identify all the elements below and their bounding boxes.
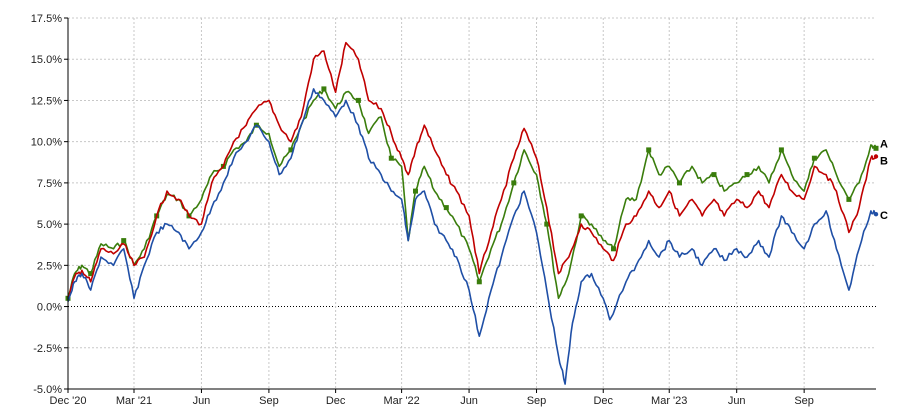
y-tick-label: 0.0% (37, 302, 62, 314)
series-end-marker (873, 154, 879, 159)
series-lines (65, 41, 879, 385)
y-axis-ticks: -5.0% -2.5% 0.0% 2.5% 5.0% 7.5% 10.0% 12.5% 15.0… (31, 13, 68, 396)
series-a-marker (846, 196, 852, 202)
series-a-marker (778, 147, 784, 153)
series-a-marker (511, 180, 517, 186)
x-tick-label: Sep (794, 395, 814, 407)
series-a-marker (443, 205, 449, 211)
series-a-marker (544, 221, 550, 227)
x-tick-label: Jun (728, 395, 746, 407)
y-tick-label: 15.0% (31, 54, 62, 66)
series-a-marker (711, 172, 717, 178)
x-tick-label: Jun (460, 395, 478, 407)
grid (68, 17, 876, 390)
y-tick-label: -5.0% (33, 384, 62, 396)
x-tick-label: Mar '23 (651, 395, 687, 407)
y-tick-label: 5.0% (37, 219, 62, 231)
series-a-marker (413, 188, 418, 194)
series-line-b (67, 41, 877, 299)
x-tick-label: Sep (259, 395, 279, 407)
y-tick-label: 7.5% (37, 178, 62, 190)
series-a-marker (578, 213, 584, 219)
series-a-marker (355, 97, 361, 103)
series-a-marker (744, 172, 750, 178)
y-tick-label: -2.5% (33, 343, 62, 355)
series-a-marker (811, 155, 817, 161)
series-a-marker (121, 238, 127, 244)
x-tick-label: Dec (593, 395, 613, 407)
x-tick-label: Sep (527, 395, 547, 407)
x-tick-label: Mar '22 (383, 395, 419, 407)
series-a-marker (646, 147, 652, 153)
series-label-a: A (880, 138, 888, 150)
series-line-c (67, 88, 877, 385)
series-label-c: C (880, 210, 888, 222)
series-end-labels: AB C (873, 138, 888, 222)
x-tick-label: Mar '21 (116, 395, 152, 407)
y-tick-label: 12.5% (31, 95, 62, 107)
series-a-marker (321, 86, 327, 92)
x-axis-ticks: Dec '20 Mar '21 Jun Sep Dec Mar '22 Jun Sep Dec M… (50, 389, 814, 407)
series-line-a (67, 88, 877, 300)
series-a-marker (677, 180, 682, 186)
y-tick-label: 2.5% (37, 260, 62, 272)
x-tick-label: Dec (326, 395, 346, 407)
series-a-marker (611, 246, 616, 252)
y-tick-label: 17.5% (31, 13, 62, 25)
series-label-b: B (880, 156, 888, 168)
series-a-marker (388, 155, 394, 161)
y-tick-label: 10.0% (31, 137, 62, 149)
series-a-marker (288, 147, 294, 153)
series-a-marker (88, 271, 94, 277)
series-a-marker (476, 279, 482, 285)
x-tick-label: Jun (193, 395, 211, 407)
x-tick-label: Dec '20 (50, 395, 87, 407)
series-end-marker (873, 212, 879, 217)
series-end-marker (873, 146, 879, 151)
